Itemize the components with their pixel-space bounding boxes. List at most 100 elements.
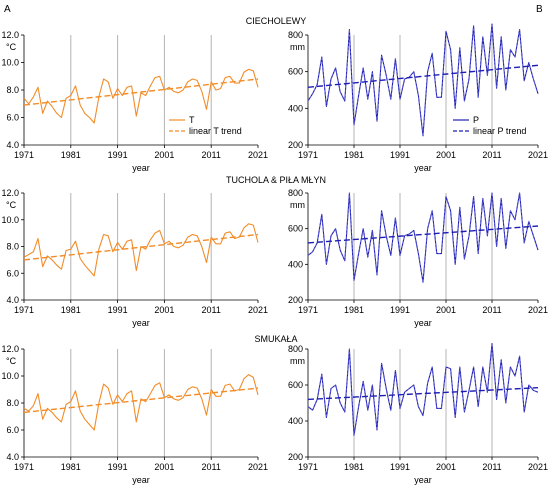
series-line-p [307,343,539,436]
y-tick-label: 4.0 [6,295,19,305]
chart-t_ciecholewy: 4.0 6.0 8.0 10.0 12.0 1971 1981 1991 2001 2011 202… [1,30,268,173]
series-line-t [23,223,259,277]
panel-label-b: B [536,4,543,15]
x-tick-label: 2001 [154,462,174,472]
x-tick-label: 2021 [248,462,268,472]
legend-label: T [189,115,195,125]
x-axis-title: year [414,475,432,485]
x-axis-title: year [132,475,150,485]
y-tick-label: 12.0 [1,30,19,40]
x-tick-label: 2011 [482,305,501,315]
y-tick-label: 12.0 [1,344,19,354]
station-title-smukala: SMUKAŁA [254,334,297,344]
x-tick-label: 1981 [61,462,81,472]
series-line-linear-t-trend [23,387,259,414]
x-axis-title: year [132,163,150,173]
x-tick-label: 2021 [248,150,268,160]
unit-label: °C [6,42,17,52]
x-tick-label: 1971 [298,462,318,472]
y-tick-label: 10.0 [1,215,19,225]
x-axis-title: year [414,163,432,173]
y-tick-label: 400 [288,103,303,113]
x-tick-label: 1991 [390,305,410,315]
x-tick-label: 2001 [436,305,456,315]
series-overlay [307,343,539,436]
x-tick-label: 2021 [528,150,548,160]
x-tick-label: 1971 [298,305,318,315]
x-tick-label: 1991 [390,150,410,160]
x-tick-label: 2001 [154,150,174,160]
chart-t_smukala: 4.0 6.0 8.0 10.0 12.0 1971 1981 1991 2001 2011 202… [1,344,268,485]
x-tick-label: 2001 [154,305,174,315]
x-tick-label: 1991 [108,305,128,315]
y-tick-label: 200 [288,295,303,305]
panel-label-a: A [4,4,11,15]
chart-p_tuchola: 200 400 600 800 1971 1981 1991 2001 2011 2021 mm ye… [288,188,548,328]
unit-label: mm [290,42,305,52]
x-tick-label: 2021 [528,305,548,315]
series-line-p [307,192,539,283]
y-tick-label: 200 [288,140,303,150]
x-tick-label: 1981 [344,305,364,315]
x-tick-label: 1991 [108,150,128,160]
unit-label: mm [290,356,305,366]
station-title-ciecholewy: CIECHOLEWY [246,16,307,26]
y-tick-label: 200 [288,452,303,462]
x-tick-label: 2001 [436,150,456,160]
x-axis-title: year [132,318,150,328]
y-tick-label: 8.0 [6,398,19,408]
x-tick-label: 2011 [202,462,221,472]
x-tick-label: 2021 [248,305,268,315]
y-tick-label: 8.0 [6,85,19,95]
x-tick-label: 2021 [528,462,548,472]
x-tick-label: 1981 [344,150,364,160]
chart-t_tuchola: 4.0 6.0 8.0 10.0 12.0 1971 1981 1991 2001 2011 202… [1,188,268,328]
y-tick-label: 6.0 [6,113,19,123]
y-tick-label: 12.0 [1,188,19,198]
x-tick-label: 2001 [436,462,456,472]
unit-label: °C [6,200,17,210]
y-tick-label: 4.0 [6,452,19,462]
x-tick-label: 2011 [482,150,501,160]
x-tick-label: 1981 [61,150,81,160]
y-tick-label: 800 [288,344,303,354]
y-tick-label: 600 [288,224,303,234]
y-tick-label: 8.0 [6,242,19,252]
legend-label: linear P trend [473,126,526,136]
series-line-t [23,374,259,431]
y-tick-label: 600 [288,380,303,390]
x-tick-label: 1991 [390,462,410,472]
y-tick-label: 600 [288,67,303,77]
series-line-linear-p-trend [307,225,539,244]
series-overlay [307,192,539,283]
station-title-tuchola: TUCHOLA & PIŁA MŁYN [226,175,326,185]
chart-panels: 4.0 6.0 8.0 10.0 12.0 1971 1981 1991 2001 2011 202… [1,23,548,485]
x-tick-label: 2011 [202,305,221,315]
x-tick-label: 1991 [108,462,128,472]
y-tick-label: 400 [288,259,303,269]
x-tick-label: 1971 [14,150,34,160]
y-tick-label: 10.0 [1,371,19,381]
y-tick-label: 4.0 [6,140,19,150]
y-tick-label: 6.0 [6,268,19,278]
series-line-linear-t-trend [23,233,259,261]
chart-p_smukala: 200 400 600 800 1971 1981 1991 2001 2011 2021 mm ye… [288,343,548,485]
x-tick-label: 1971 [298,150,318,160]
legend-label: P [473,115,479,125]
unit-label: mm [290,200,305,210]
x-tick-label: 2011 [202,150,221,160]
series-line-linear-p-trend [307,387,539,401]
x-axis-title: year [414,318,432,328]
y-tick-label: 10.0 [1,58,19,68]
x-tick-label: 1971 [14,305,34,315]
y-tick-label: 800 [288,188,303,198]
unit-label: °C [6,356,17,366]
series-line-linear-p-trend [307,64,539,88]
legend-label: linear T trend [189,126,242,136]
x-tick-label: 1981 [344,462,364,472]
x-tick-label: 1981 [61,305,81,315]
x-tick-label: 2011 [482,462,501,472]
series-overlay [307,23,539,136]
y-tick-label: 400 [288,416,303,426]
series-line-p [307,23,539,137]
